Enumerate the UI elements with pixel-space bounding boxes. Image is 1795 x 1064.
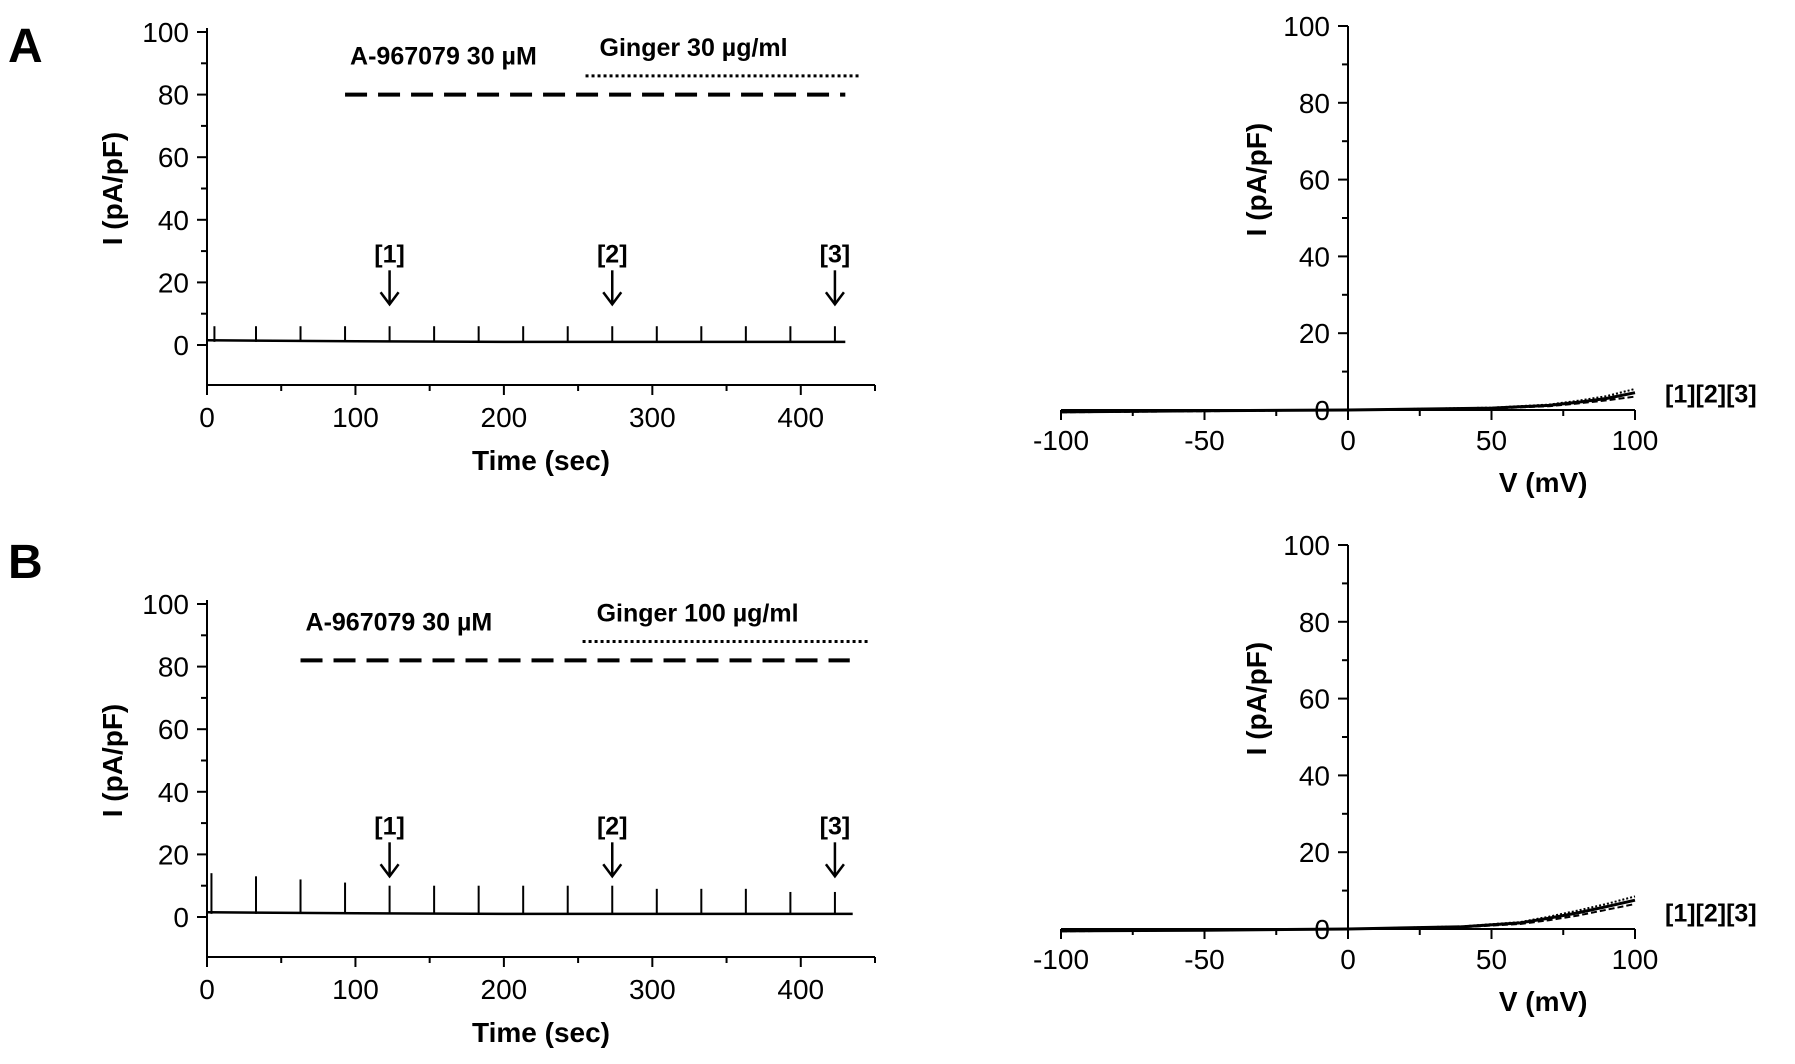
- y-tick-label: 80: [158, 652, 189, 683]
- y-tick-label: 20: [1299, 837, 1330, 868]
- arrowhead-icon: [379, 863, 400, 879]
- antagonist-label: A-967079 30 µM: [306, 608, 493, 636]
- x-tick-label: 100: [1612, 944, 1659, 975]
- x-tick-label: 300: [629, 974, 676, 1005]
- x-axis-label: V (mV): [1499, 467, 1588, 498]
- x-tick-label: 400: [777, 974, 824, 1005]
- antagonist-label: A-967079 30 µM: [350, 43, 537, 71]
- y-tick-label: 100: [142, 589, 189, 620]
- x-tick-label: 100: [332, 402, 379, 433]
- x-tick-label: 0: [1340, 425, 1356, 456]
- iv-curve-3: [1060, 895, 1636, 932]
- y-tick-label: 0: [173, 330, 189, 361]
- time-course-chart-b: 0 20 40 60 80 100 0 100 200 300 400 Time (sec) I (pA…: [97, 589, 876, 1048]
- time-course-chart-a: 0 20 40 60 80 100 0 100 200 300 400 Time (sec) I (pA…: [97, 17, 876, 476]
- x-tick-label: 400: [777, 402, 824, 433]
- sweep-series-label: [1][2][3]: [1665, 381, 1757, 409]
- y-axis-label: I (pA/pF): [97, 132, 128, 246]
- y-tick-label: 40: [158, 205, 189, 236]
- y-axis-label: I (pA/pF): [1241, 123, 1272, 237]
- y-tick-label: 100: [142, 17, 189, 48]
- y-tick-label: 60: [1299, 165, 1330, 196]
- x-tick-label: 100: [1612, 425, 1659, 456]
- x-tick-label: 200: [481, 402, 528, 433]
- y-tick-label: 100: [1283, 530, 1330, 561]
- y-tick-label: 20: [158, 267, 189, 298]
- sweep-marker-label: [1]: [374, 240, 405, 268]
- x-tick-label: 200: [481, 974, 528, 1005]
- y-tick-label: 80: [1299, 607, 1330, 638]
- y-tick-label: 60: [158, 714, 189, 745]
- arrowhead-icon: [602, 863, 623, 879]
- panel-label-a: A: [8, 20, 43, 73]
- arrowhead-icon: [824, 291, 845, 307]
- y-tick-label: 100: [1283, 11, 1330, 42]
- arrowhead-icon: [379, 291, 400, 307]
- y-tick-label: 20: [1299, 318, 1330, 349]
- sweep-series-label: [1][2][3]: [1665, 900, 1757, 928]
- x-tick-label: -50: [1184, 425, 1224, 456]
- y-tick-label: 20: [158, 839, 189, 870]
- x-tick-label: 300: [629, 402, 676, 433]
- current-trace: [206, 911, 853, 916]
- current-trace: [206, 339, 846, 344]
- sweep-marker-label: [3]: [820, 240, 851, 268]
- y-tick-label: 80: [1299, 88, 1330, 119]
- x-tick-label: 50: [1476, 944, 1507, 975]
- iv-curve-3: [1060, 387, 1636, 413]
- ginger-label: Ginger 100 µg/ml: [597, 600, 799, 628]
- arrowhead-icon: [602, 291, 623, 307]
- x-tick-label: 50: [1476, 425, 1507, 456]
- x-tick-label: 100: [332, 974, 379, 1005]
- y-tick-label: 0: [173, 902, 189, 933]
- x-tick-label: 0: [1340, 944, 1356, 975]
- y-axis-label: I (pA/pF): [97, 704, 128, 818]
- sweep-marker-label: [1]: [374, 812, 405, 840]
- ginger-label: Ginger 30 µg/ml: [600, 34, 788, 62]
- y-tick-label: 60: [1299, 684, 1330, 715]
- y-tick-label: 40: [1299, 760, 1330, 791]
- x-axis-label: Time (sec): [472, 445, 610, 476]
- iv-curve-2: [1060, 903, 1636, 933]
- sweep-marker-label: [2]: [597, 240, 628, 268]
- x-tick-label: -100: [1033, 425, 1089, 456]
- x-tick-label: -50: [1184, 944, 1224, 975]
- x-axis-label: V (mV): [1499, 986, 1588, 1017]
- x-tick-label: 0: [199, 974, 215, 1005]
- y-tick-label: 80: [158, 80, 189, 111]
- y-tick-label: 60: [158, 142, 189, 173]
- y-tick-label: 40: [1299, 241, 1330, 272]
- x-tick-label: -100: [1033, 944, 1089, 975]
- arrowhead-icon: [824, 863, 845, 879]
- y-axis-label: I (pA/pF): [1241, 642, 1272, 756]
- sweep-marker-label: [3]: [820, 812, 851, 840]
- sweep-marker-label: [2]: [597, 812, 628, 840]
- x-tick-label: 0: [199, 402, 215, 433]
- y-tick-label: 40: [158, 777, 189, 808]
- panel-label-b: B: [8, 536, 43, 589]
- iv-curve-2: [1060, 395, 1636, 414]
- x-axis-label: Time (sec): [472, 1017, 610, 1048]
